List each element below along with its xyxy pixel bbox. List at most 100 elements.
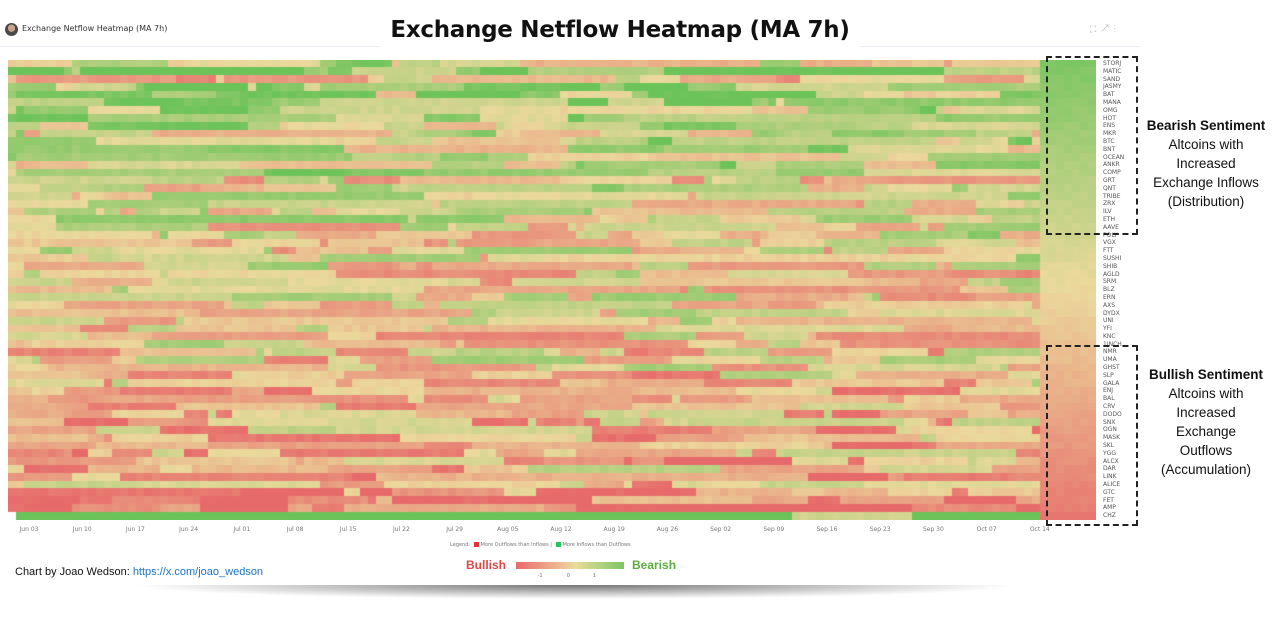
heatmap-grid[interactable] [8,60,1096,520]
ticker-label: ANKR [1103,161,1120,169]
ticker-label: BAL [1103,395,1115,403]
annotation-title: Bearish Sentiment [1146,118,1266,133]
x-tick-label: Jun 24 [179,526,199,533]
legend-green-label: More Inflows than Outflows [562,542,631,548]
annotation-line: Outflows [1179,443,1233,458]
x-tick-label: Sep 02 [710,526,732,533]
annotation-line: (Distribution) [1167,194,1245,209]
x-tick-label: Sep 23 [869,526,891,533]
ticker-label: HOT [1103,114,1116,122]
open-external-icon[interactable]: ↗ [1101,24,1114,34]
expand-icon[interactable]: ⛶ [1090,24,1102,34]
ticker-label: AAVE [1103,223,1119,231]
scale-tick-max: 1 [593,573,596,579]
legend-red-swatch [473,542,479,547]
credit-link[interactable]: https://x.com/joao_wedson [132,566,264,578]
ticker-label: DODO [1103,410,1122,418]
x-tick-label: Sep 09 [763,526,785,533]
ticker-label: ZRX [1103,200,1116,208]
ticker-label: BLZ [1103,286,1115,294]
ticker-label: AGLD [1103,270,1120,278]
ticker-label: AXS [1103,301,1116,309]
x-tick-label: Jul 15 [339,526,357,533]
ticker-label: GALA [1103,379,1120,387]
ticker-label: ENS [1103,122,1116,130]
decorative-shadow [0,585,1150,635]
x-tick-label: Aug 12 [550,526,572,533]
ticker-label: SUSHI [1103,254,1122,262]
ticker-label: GTC [1103,488,1115,496]
ticker-label: MANA [1103,98,1121,106]
ticker-label: YFI [1103,325,1112,333]
header-icons[interactable]: ⛶↗⋮ [1090,24,1121,35]
ticker-label: TRIBE [1103,192,1121,200]
ticker-label: SRM [1103,278,1117,286]
more-vertical-icon[interactable]: ⋮ [1113,24,1121,34]
ticker-label: SAND [1103,75,1121,83]
x-tick-label: Jul 08 [286,526,304,533]
bullish-highlight-box [1046,345,1138,526]
x-tick-label: Sep 16 [816,526,838,533]
annotation-line: Altcoins with [1168,386,1244,401]
ticker-label: POLY [1103,231,1118,239]
bearish-highlight-box [1046,56,1138,235]
ticker-label: ETH [1103,215,1115,223]
ticker-label: GHST [1103,364,1120,372]
scale-bearish-label: Bearish [632,558,677,572]
ticker-label: OMG [1103,106,1118,114]
x-tick-label: Oct 07 [976,526,997,533]
ticker-label: ERN [1103,293,1116,301]
scale-gradient-bar [516,562,624,569]
x-tick-label: Jul 22 [393,526,410,533]
scale-tick-mid: 0 [567,573,570,579]
scale-bullish-label: Bullish [466,558,507,572]
ticker-label: UMA [1103,356,1117,364]
bullish-annotation: Bullish Sentiment Altcoins with Increased E… [1136,365,1276,479]
ticker-label: YGG [1103,449,1116,457]
ticker-label: KNC [1103,332,1116,340]
bearish-annotation: Bearish Sentiment Altcoins with Increased E… [1136,116,1276,211]
ticker-label: BAT [1103,91,1115,99]
legend-green-swatch [555,542,561,547]
ticker-label: LINK [1103,473,1117,481]
ticker-label: UNI [1103,317,1114,325]
ticker-label: DAR [1103,465,1116,473]
x-tick-label: Aug 05 [497,526,519,533]
ticker-label: DYDX [1103,309,1120,317]
ticker-label: AMP [1103,504,1116,512]
scale-tick-min: -1 [538,573,543,579]
ticker-label: BNT [1103,145,1116,153]
annotation-line: Increased [1176,405,1236,420]
annotation-line: Exchange [1175,424,1237,439]
ticker-axis: STORJ MATIC SAND JASMY BAT MANA OMG HOT ENS MKR BT… [1103,60,1143,520]
ticker-label: SHIB [1103,262,1118,270]
ticker-label: OCEAN [1103,153,1125,161]
ticker-label: OGN [1103,426,1117,434]
x-axis: Jun 03 Jun 10 Jun 17 Jun 24 Jul 01 Jul 08 Jul … [0,526,1110,538]
x-tick-label: Jun 17 [125,526,145,533]
legend: Legend: More Outflows than Inflows | Mor… [450,542,631,548]
x-tick-label: Aug 19 [603,526,625,533]
credit-prefix: Chart by Joao Wedson: [15,566,133,578]
ticker-label: BTC [1103,137,1115,145]
x-tick-label: Jul 01 [233,526,251,533]
ticker-label: ENJ [1103,387,1114,395]
ticker-label: 1INCH [1103,340,1122,348]
annotation-line: Exchange Inflows [1153,175,1259,190]
ticker-label: NMR [1103,348,1117,356]
credit: Chart by Joao Wedson: https://x.com/joao… [15,566,263,578]
color-scale: Bullish -1 0 1 Bearish [466,558,696,582]
legend-label: Legend: [450,542,471,548]
ticker-label: COMP [1103,169,1121,177]
page-title: Exchange Netflow Heatmap (MA 7h) [380,12,860,48]
legend-red-label: More Outflows than Inflows [480,542,549,548]
ticker-label: ALCX [1103,457,1119,465]
avatar [5,23,18,36]
x-tick-label: Oct 14 [1029,526,1050,533]
ticker-label: MKR [1103,130,1117,138]
ticker-label: JASMY [1103,83,1122,91]
ticker-label: FTT [1103,247,1114,255]
ticker-label: ALICE [1103,481,1121,489]
ticker-label: MATIC [1103,67,1122,75]
ticker-label: CRV [1103,403,1116,411]
